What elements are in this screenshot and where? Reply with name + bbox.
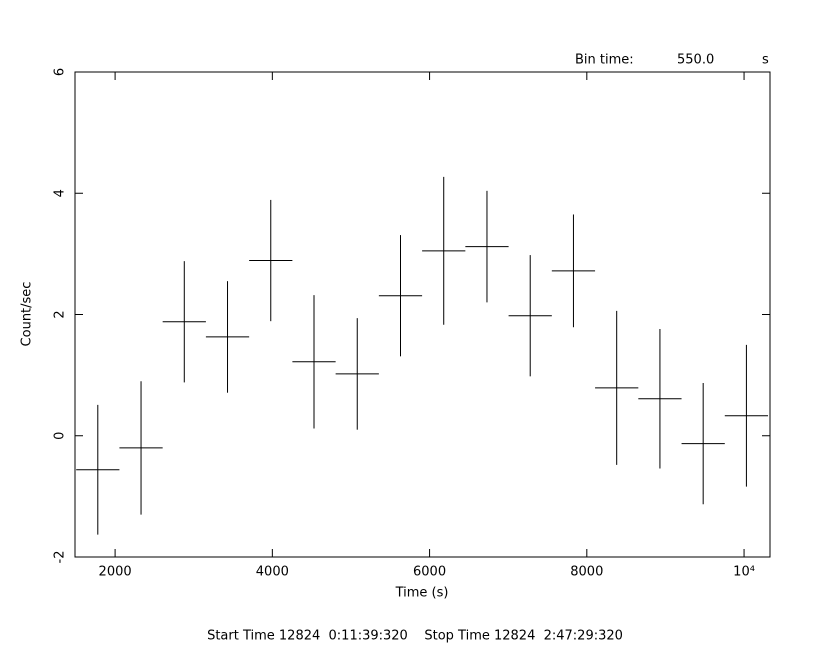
x-tick-label: 6000 — [413, 565, 446, 580]
y-tick-label: 2 — [53, 310, 68, 318]
bin-time-unit: s — [762, 53, 769, 68]
plot-frame — [74, 71, 771, 558]
x-tick-label: 10⁴ — [733, 565, 755, 580]
x-tick-label: 4000 — [256, 565, 289, 580]
x-axis-label: Time (s) — [395, 586, 449, 601]
y-axis-label: Count/sec — [20, 282, 35, 347]
x-tick-label: 8000 — [570, 565, 603, 580]
bin-time: 550.0 — [677, 53, 714, 68]
x-tick-label: 2000 — [99, 565, 132, 580]
bin-time-label: Bin time: — [575, 53, 634, 68]
footer: Start Time 12824 0:11:39:320 Stop Time 1… — [207, 629, 623, 644]
y-tick-label: 4 — [53, 189, 68, 197]
y-tick-label: -2 — [53, 551, 68, 564]
y-tick-label: 0 — [53, 432, 68, 440]
y-tick-label: 6 — [53, 68, 68, 76]
